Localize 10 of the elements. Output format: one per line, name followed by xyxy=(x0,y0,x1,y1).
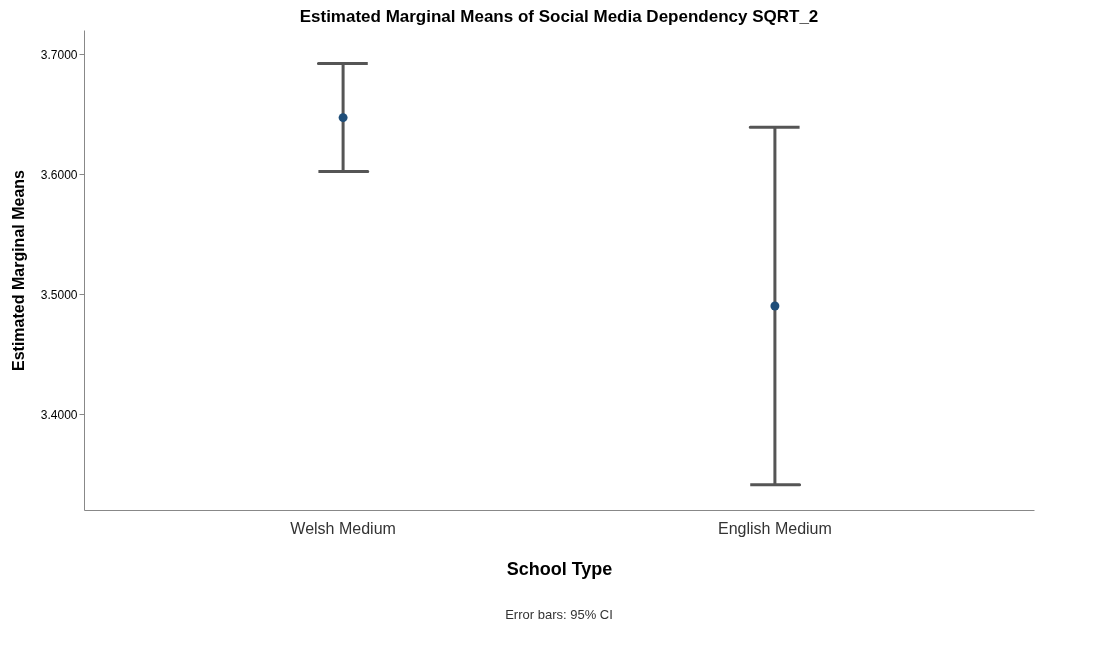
y-tick-label: 3.6000 xyxy=(40,167,78,182)
y-tick-label: 3.4000 xyxy=(40,407,78,422)
chart-title: Estimated Marginal Means of Social Media Dependency SQRT_2 xyxy=(299,7,819,26)
text: Error bars: 95% CI xyxy=(505,607,613,622)
y-axis-title: Estimated Marginal Means xyxy=(9,169,27,371)
x-tick-label: Welsh Medium xyxy=(290,519,396,537)
y-tick-label: 3.5000 xyxy=(40,287,78,302)
y-tick-label: 3.7000 xyxy=(40,47,78,62)
x-tick-label: English Medium xyxy=(718,519,832,537)
x-axis-title: School Type xyxy=(506,558,613,579)
